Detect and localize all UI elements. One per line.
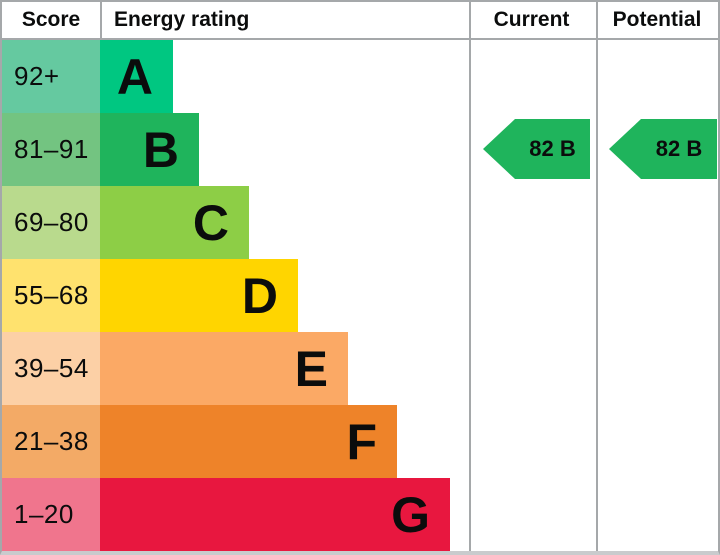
score-range-cell: 69–80 (2, 186, 100, 259)
score-range-cell: 81–91 (2, 113, 100, 186)
rating-letter: G (391, 486, 430, 543)
rating-letter: D (241, 267, 278, 324)
current-column-divider (469, 2, 471, 551)
score-range-cell: 21–38 (2, 405, 100, 478)
rating-letter: E (294, 340, 328, 397)
score-range-cell: 1–20 (2, 478, 100, 551)
potential-column-header: Potential (612, 8, 702, 31)
rating-bar: F (100, 405, 397, 478)
rating-letter: A (116, 48, 153, 105)
score-column-header: Score (2, 2, 102, 38)
potential-rating-label: 82 B (655, 136, 703, 161)
rating-rows: 92+ A 81–91 B 69–80 C 55–68 (2, 40, 718, 551)
score-range-cell: 55–68 (2, 259, 100, 332)
rating-bar: C (100, 186, 249, 259)
rating-row-d: 55–68 D (2, 259, 718, 332)
score-range-label: 92+ (14, 61, 60, 91)
rating-row-e: 39–54 E (2, 332, 718, 405)
score-range-cell: 39–54 (2, 332, 100, 405)
rating-row-g: 1–20 G (2, 478, 718, 551)
rating-row-f: 21–38 F (2, 405, 718, 478)
current-rating-label: 82 B (529, 136, 576, 161)
rating-bar: B (100, 113, 199, 186)
score-range-label: 69–80 (14, 207, 89, 237)
rating-row-b: 81–91 B (2, 113, 718, 186)
current-column-header: Current (493, 8, 570, 31)
rating-bar: D (100, 259, 298, 332)
rating-letter: C (192, 194, 229, 251)
rating-bar: A (100, 40, 173, 113)
chart-header: Score Energy rating Current Potential (2, 2, 718, 40)
potential-column-divider (596, 2, 598, 551)
score-range-label: 21–38 (14, 426, 89, 456)
score-range-label: 1–20 (14, 499, 74, 529)
rating-letter: B (142, 121, 179, 178)
rating-bar: G (100, 478, 450, 551)
score-range-label: 55–68 (14, 280, 89, 310)
score-range-label: 81–91 (14, 134, 89, 164)
rating-bar: E (100, 332, 348, 405)
score-range-label: 39–54 (14, 353, 89, 383)
rating-row-c: 69–80 C (2, 186, 718, 259)
rating-letter: F (346, 413, 377, 470)
score-range-cell: 92+ (2, 40, 100, 113)
rating-row-a: 92+ A (2, 40, 718, 113)
energy-rating-column-header: Energy rating (114, 8, 250, 31)
